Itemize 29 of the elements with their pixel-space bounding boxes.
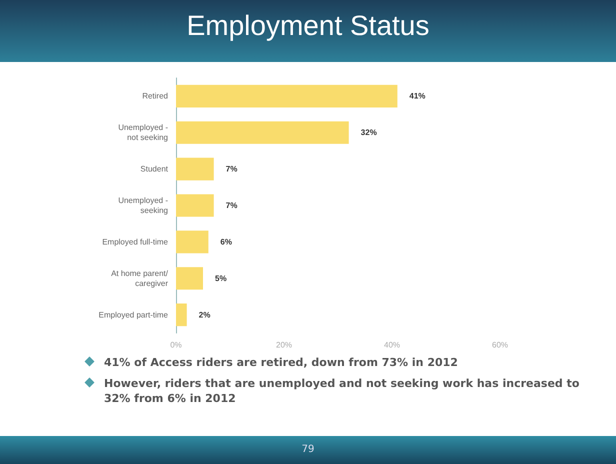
text: However, riders that are unemployed and not seeking work has increased to 32% from 6% in 2012: [103, 376, 580, 406]
x-tick-label: 0%: [170, 340, 182, 350]
y-tick-label: Employed full-time: [102, 237, 169, 246]
text: 79: [0, 436, 616, 464]
y-tick-label: Retired: [142, 92, 168, 101]
y-tick-label: Employed part-time: [98, 310, 169, 320]
data-label: 2%: [198, 310, 210, 320]
data-label: 41%: [409, 92, 426, 101]
x-tick-label: 40%: [384, 340, 400, 350]
bar: [176, 267, 203, 290]
bar: [176, 194, 214, 217]
data-label: 5%: [215, 274, 227, 283]
y-tick-label: Student: [140, 164, 169, 174]
x-tick-label: 60%: [492, 340, 508, 350]
y-tick-label: Unemployed - not seeking: [118, 123, 168, 142]
x-tick-label: 20%: [276, 340, 292, 350]
bar: [176, 121, 349, 144]
data-label: 6%: [220, 237, 232, 246]
data-label: 32%: [360, 128, 377, 138]
data-label: 7%: [226, 201, 238, 210]
bar: [176, 84, 398, 108]
bar: [176, 303, 187, 326]
y-tick-label: Unemployed - seeking: [118, 196, 168, 215]
y-tick-label: At home parent/ caregiver: [111, 268, 169, 288]
text: 41% of Access riders are retired, down from 73% in 2012: [103, 355, 459, 370]
data-label: 7%: [226, 164, 238, 174]
chart-title: Employment Status: [186, 10, 430, 42]
bar: [176, 158, 214, 180]
bar: [176, 230, 208, 254]
